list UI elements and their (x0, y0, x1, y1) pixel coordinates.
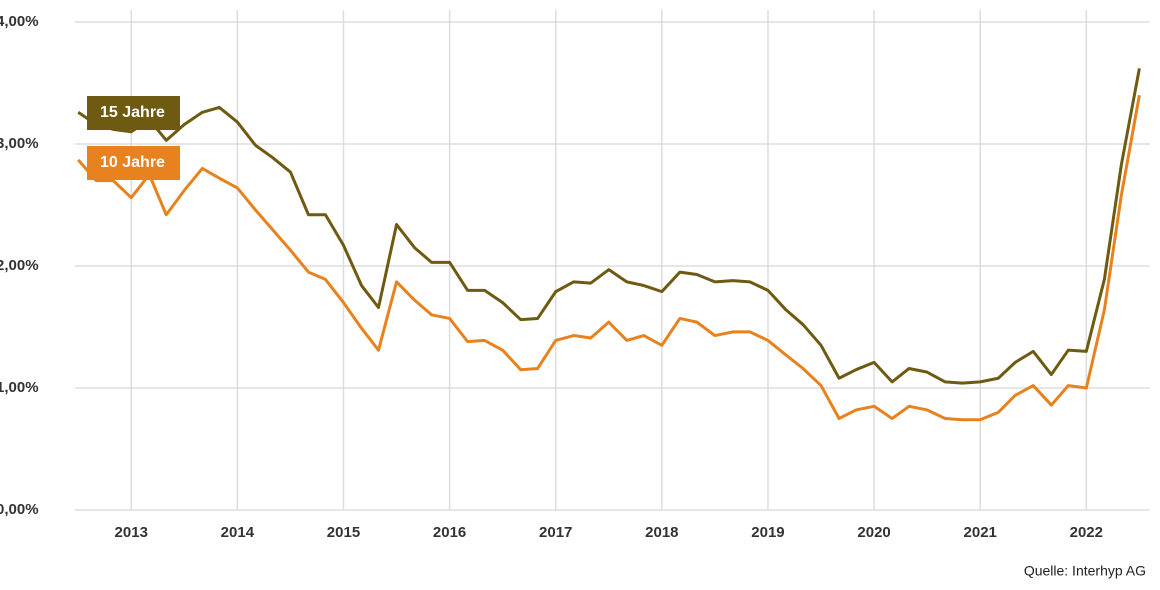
x-tick-label: 2018 (645, 524, 678, 541)
lines (77, 68, 1141, 422)
x-tick-label: 2020 (857, 524, 890, 541)
grid (75, 10, 1150, 511)
x-tick-label: 2015 (327, 524, 360, 541)
series-line (77, 94, 1141, 422)
y-tick-label: 3,00% (0, 135, 39, 152)
legend-label: 15 Jahre (100, 104, 165, 121)
x-tick-label: 2021 (964, 524, 997, 541)
y-tick-label: 1,00% (0, 379, 39, 396)
x-tick-label: 2013 (115, 524, 148, 541)
x-tick-label: 2014 (221, 524, 255, 541)
legend-box (87, 96, 180, 130)
y-tick-label: 0,00% (0, 501, 39, 518)
y-tick-label: 2,00% (0, 257, 39, 274)
source: Quelle: Interhyp AG (1024, 563, 1146, 579)
y-tick-label: 4,00% (0, 13, 39, 30)
legend-label: 10 Jahre (100, 154, 165, 171)
x-tick-label: 2016 (433, 524, 466, 541)
x-tick-label: 2019 (751, 524, 784, 541)
legend-box (87, 146, 180, 180)
series-line (77, 68, 1141, 385)
x-tick-label: 2017 (539, 524, 572, 541)
x-tick-label: 2022 (1070, 524, 1103, 541)
